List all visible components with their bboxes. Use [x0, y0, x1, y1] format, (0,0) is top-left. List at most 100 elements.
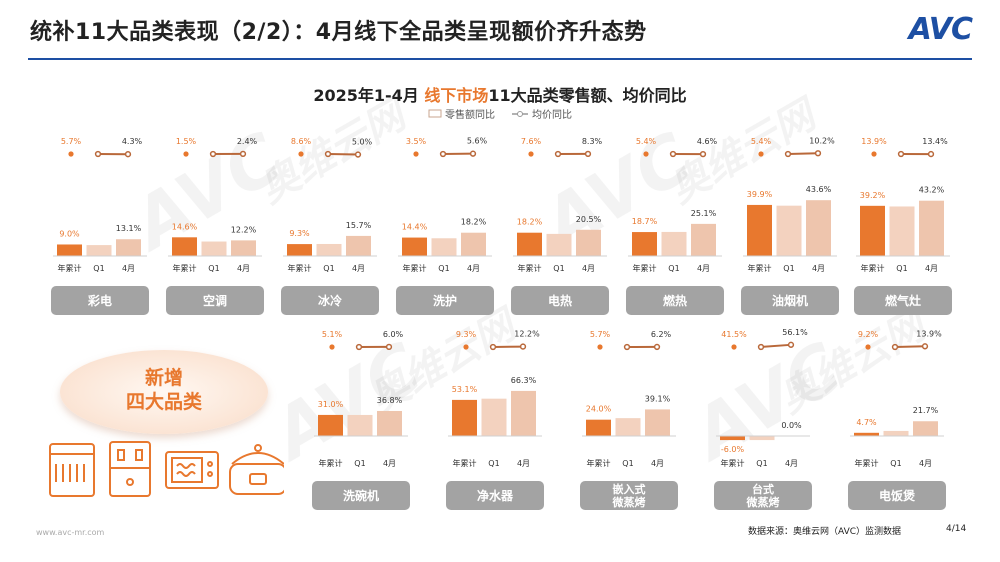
- sales-april-label: 21.7%: [913, 406, 939, 415]
- category-button[interactable]: [312, 481, 410, 510]
- sales-april-label: 15.7%: [346, 221, 372, 230]
- price-april-marker: [921, 343, 929, 350]
- period-label: Q1: [438, 264, 449, 273]
- price-april-marker: [124, 151, 132, 158]
- price-q1-marker: [209, 150, 217, 158]
- price-ytd-marker: [871, 151, 877, 157]
- category-button[interactable]: [446, 481, 544, 510]
- price-april-label: 10.2%: [809, 136, 835, 145]
- category-button[interactable]: [580, 481, 678, 510]
- sales-april-label: 43.6%: [806, 185, 832, 194]
- bar-ytd: [860, 205, 885, 256]
- category-button[interactable]: [854, 286, 952, 315]
- avc-logo: AVC: [908, 12, 973, 47]
- bar-ytd: [172, 237, 197, 256]
- new-categories-label: 新增 四大品类: [125, 367, 202, 413]
- bar-april: [116, 239, 141, 256]
- new-categories-badge: [60, 350, 268, 434]
- price-ytd-marker: [68, 151, 74, 157]
- price-april-marker: [814, 150, 822, 157]
- category-label: 冰冷: [318, 293, 342, 308]
- price-april-label: 6.0%: [383, 330, 404, 339]
- bar-april: [806, 200, 831, 256]
- sales-ytd-label: 14.6%: [172, 222, 198, 231]
- category-label: 洗碗机: [343, 488, 379, 503]
- sales-april-label: 43.2%: [919, 186, 945, 195]
- category-button[interactable]: [741, 286, 839, 315]
- price-q1-marker: [784, 150, 792, 158]
- category-label: 电热: [548, 293, 572, 308]
- period-label: Q1: [553, 264, 564, 273]
- sales-april-label: 25.1%: [691, 209, 717, 218]
- category-button[interactable]: [848, 481, 946, 510]
- category-button[interactable]: [51, 286, 149, 315]
- price-ytd-marker: [298, 151, 304, 157]
- price-trend-line: [327, 153, 359, 156]
- price-ytd-marker: [643, 151, 649, 157]
- period-label: 年累计: [748, 263, 772, 273]
- price-april-marker: [385, 343, 393, 351]
- category-button[interactable]: [166, 286, 264, 315]
- category-button[interactable]: [626, 286, 724, 315]
- sales-ytd-label: 39.9%: [747, 190, 773, 199]
- price-april-marker: [239, 150, 247, 158]
- period-label: 4月: [925, 264, 938, 273]
- period-label: Q1: [756, 459, 767, 468]
- period-label: 年累计: [319, 458, 343, 468]
- price-q1-marker: [891, 343, 899, 351]
- category-label: 微蒸烤: [612, 495, 646, 509]
- category-label: 燃热: [663, 293, 687, 308]
- bar-april: [913, 421, 938, 436]
- period-label: 4月: [812, 264, 825, 273]
- bar-q1: [546, 233, 572, 256]
- category-button[interactable]: [714, 481, 812, 510]
- sales-ytd-label: 18.7%: [632, 217, 658, 226]
- price-april-label: 13.9%: [916, 329, 942, 338]
- footer-url: www.avc-mr.com: [36, 528, 105, 537]
- category-button[interactable]: [511, 286, 609, 315]
- period-label: 4月: [785, 459, 798, 468]
- category-button[interactable]: [396, 286, 494, 315]
- period-label: 年累计: [403, 263, 427, 273]
- page-title: 统补11大品类表现（2/2）：4月线下全品类呈现额价齐升态势: [30, 20, 647, 45]
- period-label: 4月: [697, 264, 710, 273]
- price-q1-marker: [897, 150, 905, 158]
- price-q1-marker: [669, 150, 677, 158]
- price-ytd-label: 5.1%: [322, 330, 343, 339]
- period-label: 年累计: [633, 263, 657, 273]
- period-label: 年累计: [855, 458, 879, 468]
- appliance-icons: [49, 441, 284, 497]
- period-label: Q1: [93, 264, 104, 273]
- sales-ytd-label: 9.3%: [289, 229, 310, 238]
- bar-ytd: [452, 399, 477, 436]
- period-label: 4月: [383, 459, 396, 468]
- category-label: 电饭煲: [879, 488, 916, 503]
- period-label: 年累计: [518, 263, 542, 273]
- price-ytd-marker: [758, 151, 764, 157]
- period-label: Q1: [668, 264, 679, 273]
- sales-ytd-label: 4.7%: [856, 418, 877, 427]
- category-label: 燃气灶: [885, 293, 921, 308]
- page-number: 4/14: [946, 524, 967, 534]
- sales-ytd-label: 39.2%: [860, 191, 886, 200]
- sales-april-label: 13.1%: [116, 224, 142, 233]
- bar-ytd: [517, 232, 542, 256]
- bar-q1: [776, 205, 802, 256]
- period-label: 4月: [352, 264, 365, 273]
- bar-april: [919, 200, 944, 256]
- category-label: 台式: [752, 482, 774, 496]
- price-q1-marker: [554, 150, 562, 158]
- period-label: 年累计: [288, 263, 312, 273]
- category-button[interactable]: [281, 286, 379, 315]
- period-label: Q1: [896, 264, 907, 273]
- bar-april: [691, 223, 716, 256]
- price-april-marker: [927, 150, 935, 158]
- price-ytd-label: 5.4%: [751, 137, 772, 146]
- period-label: Q1: [354, 459, 365, 468]
- data-source-note: 数据来源：奥维云网（AVC）监测数据: [748, 527, 902, 537]
- bar-april: [511, 390, 536, 436]
- period-label: 年累计: [587, 458, 611, 468]
- period-label: 年累计: [173, 263, 197, 273]
- chart-title: 2025年1-4月 线下市场11大品类零售额、均价同比: [313, 86, 687, 105]
